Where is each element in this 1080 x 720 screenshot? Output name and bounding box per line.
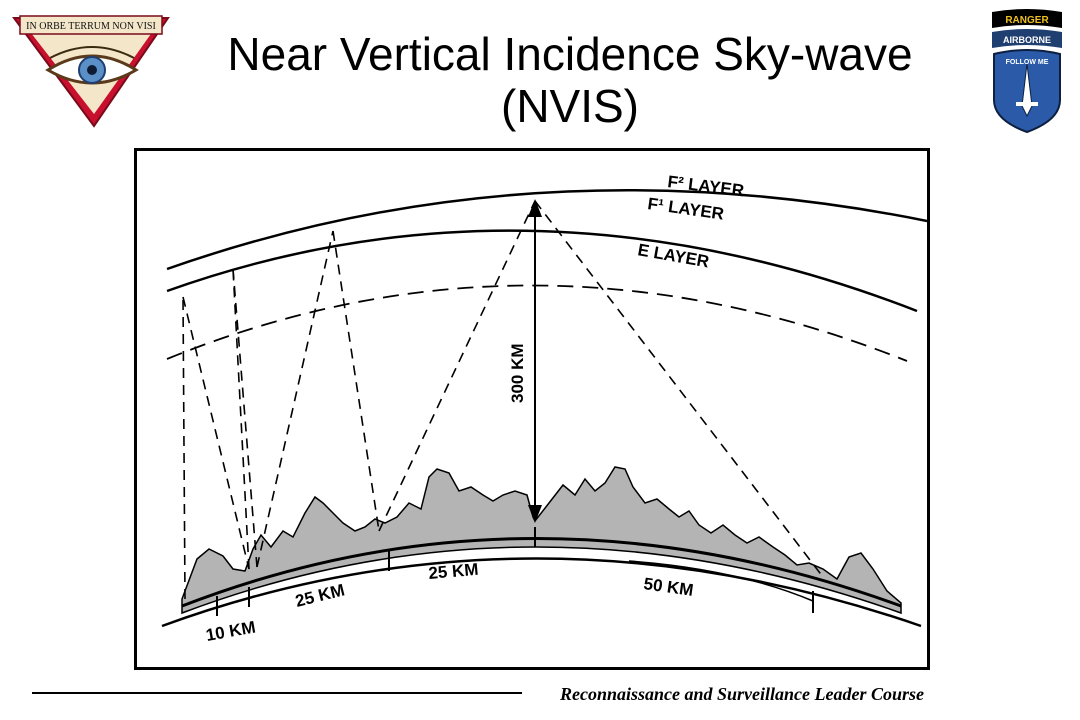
f1-layer-label: F¹ LAYER: [646, 194, 725, 224]
ray-long2-down: [534, 200, 824, 578]
distance-ticks: [216, 527, 814, 616]
patch-motto: FOLLOW ME: [1006, 59, 1049, 66]
earth-surface-arc: [181, 537, 902, 608]
ray-paths: [182, 200, 824, 600]
ray-long1-down: [332, 230, 380, 532]
ranger-airborne-patch-icon: RANGER AIRBORNE FOLLOW ME: [992, 9, 1062, 134]
f1-layer-arc: [166, 229, 918, 313]
ray-short-down: [182, 296, 250, 570]
f2-layer-label: F² LAYER: [667, 172, 746, 200]
ray-mid-up: [232, 268, 250, 570]
nvis-diagram: F² LAYER F¹ LAYER E LAYER 300 KM 10 KM 2…: [134, 148, 930, 670]
title-line-1: Near Vertical Incidence Sky-wave: [227, 28, 913, 80]
e-layer-arc: [166, 284, 908, 362]
fifty-km-span: [628, 560, 814, 602]
footer-course-name: Reconnaissance and Surveillance Leader C…: [560, 684, 925, 704]
nvis-diagram-svg: F² LAYER F¹ LAYER E LAYER 300 KM 10 KM 2…: [161, 172, 927, 645]
ray-mid-down: [232, 268, 258, 568]
ray-long1-up: [256, 230, 334, 568]
f2-layer-arc: [166, 188, 927, 271]
slide-title: Near Vertical Incidence Sky-wave (NVIS): [170, 28, 970, 132]
earth-inner-arc: [161, 557, 922, 628]
ray-long2-up: [378, 200, 536, 532]
height-arrow-top: [528, 199, 542, 217]
title-line-2: (NVIS): [501, 80, 639, 132]
height-arrow-bottom: [528, 505, 542, 523]
seal-motto: IN ORBE TERRUM NON VISI: [26, 21, 156, 32]
ray-short-up: [182, 296, 186, 600]
footer-rule: [32, 692, 522, 694]
dist-10km-label: 10 KM: [204, 618, 257, 645]
airborne-tab-text: AIRBORNE: [1003, 35, 1051, 45]
height-label: 300 KM: [508, 343, 527, 403]
ranger-tab-text: RANGER: [1005, 15, 1049, 26]
dist-25km-label-b: 25 KM: [428, 560, 480, 583]
seal-eye-icon: IN ORBE TERRUM NON VISI: [12, 15, 170, 128]
dist-50km-label: 50 KM: [642, 574, 694, 600]
